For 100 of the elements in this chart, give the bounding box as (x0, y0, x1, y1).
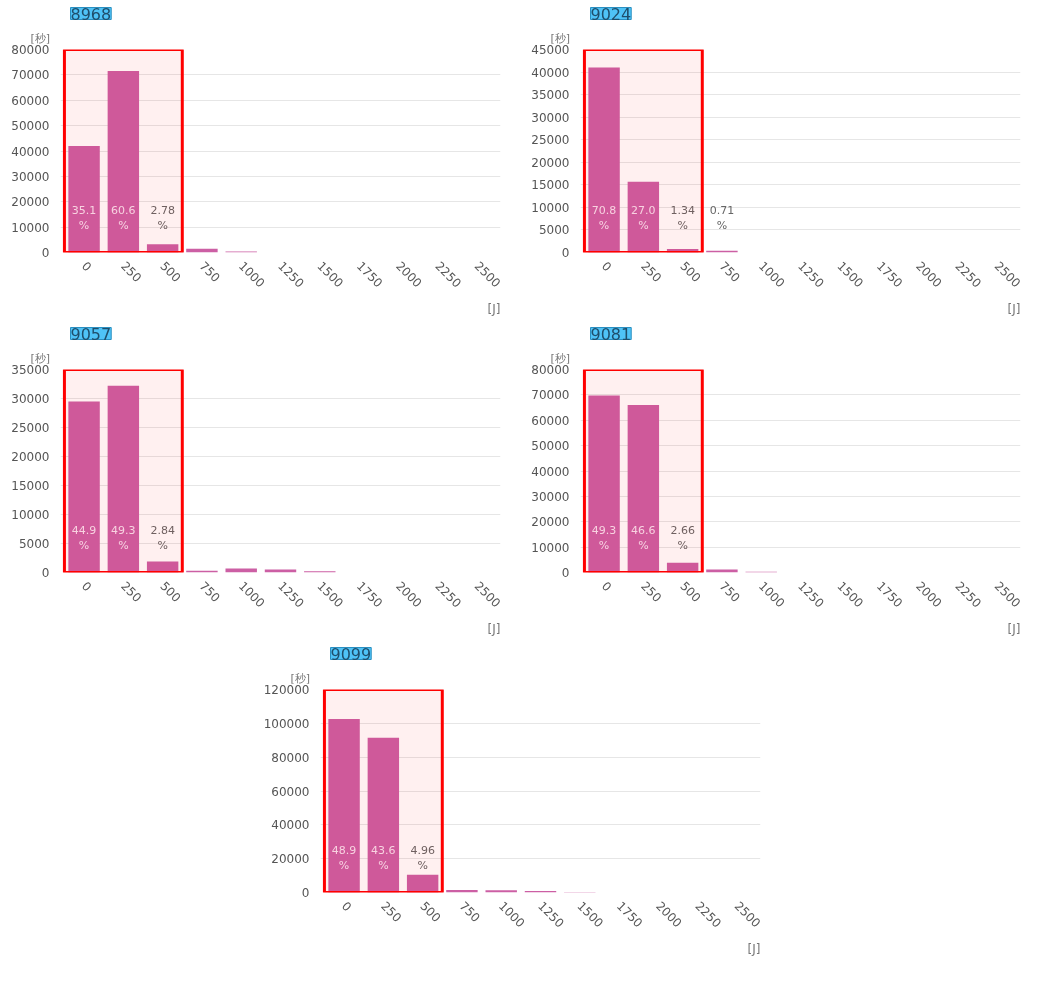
y-tick-label: 30000 (11, 169, 50, 184)
x-tick-label: 0 (598, 578, 615, 595)
x-tick-label: 0 (78, 258, 95, 275)
y-tick-label: 0 (301, 886, 310, 900)
y-tick-label: 60000 (11, 93, 50, 108)
x-axis-title: [J] (747, 941, 761, 956)
annotation: 0.71% (709, 203, 735, 233)
annotation: 35.1% (71, 203, 97, 233)
y-tick-label: 60000 (531, 413, 570, 428)
y-tick-label: 45000 (531, 43, 570, 57)
y-tick-label: 40000 (271, 818, 310, 833)
x-axis-title: [J] (487, 301, 501, 316)
y-tick-label: 20000 (271, 852, 310, 867)
x-tick-label: 500 (417, 898, 444, 925)
x-tick-label: 750 (456, 898, 483, 925)
y-tick-label: 15000 (531, 178, 570, 193)
bar (107, 385, 140, 573)
y-tick-label: 10000 (531, 540, 570, 555)
annotation: 44.9% (71, 523, 97, 553)
bar (146, 244, 179, 253)
y-tick-label: 5000 (18, 537, 50, 551)
annotation: 49.3% (111, 523, 136, 553)
y-tick-label: 80000 (11, 43, 50, 57)
y-axis-title: [秒] (30, 351, 51, 365)
bar (68, 401, 100, 573)
annotation: 27.0% (631, 203, 656, 233)
x-tick-label: 0 (338, 898, 355, 915)
y-tick-label: 30000 (531, 110, 570, 125)
y-tick-label: 100000 (263, 716, 310, 731)
bar (225, 568, 257, 573)
y-tick-label: 35000 (531, 88, 570, 103)
bar (588, 395, 620, 573)
y-tick-label: 0 (561, 566, 570, 580)
chart-title: 8968 (70, 4, 112, 24)
annotation: 2.84% (150, 523, 175, 553)
x-axis-title: [J] (1007, 621, 1021, 636)
chart-title: 9099 (330, 644, 372, 664)
bar (328, 719, 360, 893)
y-tick-label: 5000 (538, 223, 570, 238)
bar (706, 569, 738, 573)
x-tick-label: 750 (716, 578, 743, 605)
y-tick-label: 60000 (271, 784, 310, 799)
y-tick-label: 20000 (531, 515, 570, 530)
y-tick-label: 80000 (531, 363, 570, 377)
y-tick-label: 70000 (11, 68, 50, 83)
bar (485, 890, 517, 893)
y-tick-label: 0 (561, 246, 570, 260)
x-tick-label: 250 (118, 258, 145, 285)
annotation: 49.3% (591, 523, 617, 553)
y-tick-label: 35000 (11, 363, 50, 377)
y-tick-label: 10000 (11, 508, 50, 522)
y-tick-label: 25000 (531, 133, 570, 148)
y-tick-label: 40000 (531, 65, 570, 80)
y-axis-title: [秒] (550, 31, 571, 45)
bar (627, 405, 660, 573)
annotation: 2.78% (150, 203, 175, 233)
annotation: 60.6% (111, 203, 136, 233)
bar (627, 181, 660, 253)
x-tick-label: 250 (118, 578, 145, 605)
y-tick-label: 10000 (531, 200, 570, 215)
y-tick-label: 120000 (263, 683, 310, 697)
x-tick-label: 500 (677, 578, 704, 605)
y-tick-label: 40000 (11, 144, 50, 159)
bar (588, 67, 620, 253)
y-tick-label: 30000 (531, 489, 570, 504)
bar (68, 145, 100, 253)
y-axis-title: [秒] (550, 351, 571, 365)
annotation: 2.66% (670, 523, 695, 553)
bar (406, 874, 439, 893)
x-tick-label: 750 (716, 258, 743, 285)
bar (107, 71, 140, 253)
y-tick-label: 20000 (11, 195, 50, 210)
chart-title: 9057 (70, 324, 112, 344)
x-tick-label: 500 (157, 258, 184, 285)
y-tick-label: 70000 (531, 388, 570, 403)
y-tick-label: 50000 (11, 119, 50, 134)
x-tick-label: 0 (598, 258, 615, 275)
bar (367, 737, 400, 893)
y-axis-title: [秒] (290, 671, 311, 685)
y-tick-label: 20000 (531, 155, 570, 170)
annotation: 1.34% (670, 203, 695, 233)
x-tick-label: 0 (78, 578, 95, 595)
y-tick-label: 30000 (11, 392, 50, 406)
annotation: 70.8% (591, 203, 617, 233)
x-tick-label: 250 (638, 578, 665, 605)
annotation: 48.9% (331, 843, 357, 873)
annotation: 46.6% (631, 523, 656, 553)
y-tick-label: 50000 (531, 439, 570, 454)
y-tick-label: 40000 (531, 464, 570, 479)
x-tick-label: 500 (677, 258, 704, 285)
x-tick-label: 750 (196, 258, 223, 285)
y-tick-label: 80000 (271, 750, 310, 765)
y-tick-label: 25000 (11, 421, 50, 435)
x-axis-title: [J] (487, 621, 501, 636)
bar (146, 561, 179, 573)
y-tick-label: 20000 (11, 450, 50, 464)
x-tick-label: 750 (196, 578, 223, 605)
x-tick-label: 500 (157, 578, 184, 605)
y-tick-label: 15000 (11, 479, 50, 493)
chart-title: 9081 (590, 324, 632, 344)
